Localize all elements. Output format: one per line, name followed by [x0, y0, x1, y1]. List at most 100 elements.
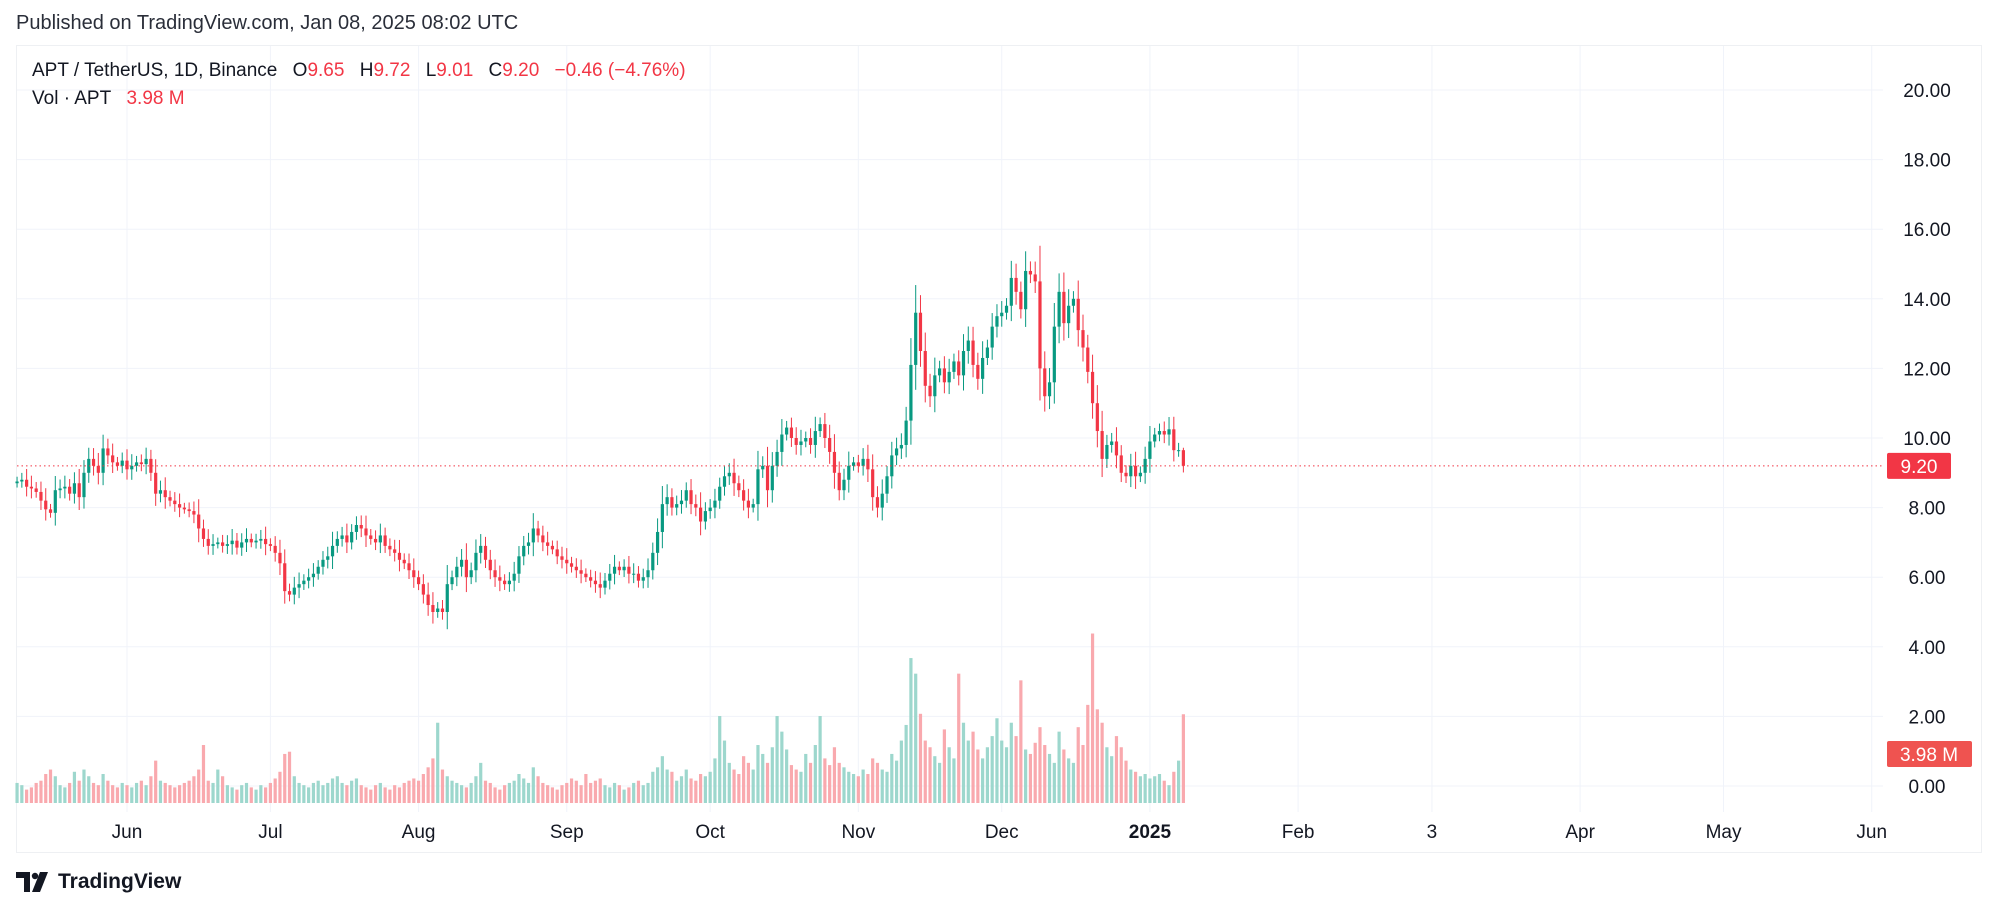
chart-frame[interactable] — [16, 45, 1982, 853]
volume-bar — [340, 782, 344, 803]
volume-bar — [416, 780, 421, 803]
volume-bar — [115, 787, 120, 803]
volume-bar — [1086, 704, 1090, 803]
volume-bar — [689, 778, 693, 803]
low-label: L — [425, 60, 437, 81]
volume-bar — [393, 785, 397, 803]
candle-body — [72, 483, 77, 494]
volume-bar — [1157, 774, 1162, 803]
volume-bar — [144, 785, 148, 803]
volume-bar — [359, 785, 363, 803]
symbol-title[interactable]: APT / TetherUS, 1D, Binance — [32, 60, 278, 81]
candle-body — [904, 420, 908, 445]
candle-body — [278, 552, 282, 564]
volume-bar — [981, 758, 985, 803]
volume-bar — [72, 771, 77, 803]
volume-bar — [493, 787, 497, 803]
candle-body — [330, 545, 335, 557]
candle-body — [412, 570, 416, 578]
candle-body — [1057, 291, 1061, 327]
candle-body — [168, 497, 172, 501]
candle-body — [660, 504, 664, 532]
volume-bar — [503, 785, 507, 803]
candle-body — [15, 481, 19, 484]
candle-body — [53, 490, 57, 513]
candle-body — [1062, 291, 1066, 324]
x-tick-label: Jun — [112, 822, 143, 843]
volume-bar — [756, 745, 760, 803]
candle-body — [1143, 458, 1147, 473]
candle-body — [416, 577, 421, 585]
volume-bar — [111, 785, 115, 803]
volume-bar — [813, 745, 817, 803]
candle-body — [1105, 444, 1109, 459]
candle-body — [431, 605, 435, 612]
candle-body — [373, 538, 378, 543]
volume-bar — [856, 776, 860, 803]
candle-body — [120, 460, 124, 466]
volume-bar — [1105, 747, 1109, 803]
volume-bar — [1129, 769, 1133, 803]
volume-bar — [703, 776, 707, 803]
candle-body — [1172, 429, 1176, 451]
volume-bar — [397, 787, 402, 803]
candle-body — [598, 584, 602, 588]
volume-bar — [268, 782, 272, 803]
candle-body — [957, 361, 961, 376]
volume-bar — [1067, 758, 1071, 803]
candle-body — [990, 326, 994, 348]
candle-body — [655, 531, 660, 553]
volume-bar — [330, 778, 335, 803]
candle-body — [507, 580, 511, 585]
candle-body — [918, 312, 923, 351]
volume-bar — [861, 769, 865, 803]
volume-bar — [574, 780, 578, 803]
volume-bar — [1024, 749, 1028, 803]
candle-body — [541, 535, 545, 543]
volume-bar — [541, 782, 545, 803]
volume-bar — [15, 782, 19, 803]
candle-body — [1076, 298, 1080, 331]
candle-body — [1000, 312, 1004, 317]
x-tick-label: Jun — [1856, 822, 1887, 843]
volume-bar — [507, 782, 511, 803]
close-value: 9.20 — [502, 60, 540, 81]
volume-bar — [933, 756, 937, 803]
candle-body — [187, 509, 191, 512]
volume-bar — [273, 778, 277, 803]
candle-body — [1004, 305, 1009, 313]
volume-bar — [885, 771, 889, 803]
footer-brand[interactable]: TradingView — [16, 870, 181, 894]
y-tick-label: 0.00 — [1909, 777, 1946, 798]
volume-bar — [589, 782, 593, 803]
candle-body — [1043, 368, 1047, 397]
candle-body — [670, 497, 674, 508]
candle-body — [1038, 281, 1042, 369]
volume-bar — [899, 740, 903, 803]
candle-body — [569, 563, 574, 567]
candle-body — [612, 566, 617, 574]
candle-body — [560, 556, 564, 560]
volume-bar — [58, 785, 62, 803]
candle-body — [589, 577, 593, 581]
volume-bar — [866, 774, 870, 803]
volume-bar — [651, 771, 655, 803]
candle-body — [479, 545, 483, 553]
candle-body — [211, 544, 215, 546]
volume-bar — [421, 774, 425, 803]
volume-bar — [722, 740, 727, 803]
volume-bar — [431, 758, 435, 803]
candle-body — [847, 465, 851, 480]
volume-label[interactable]: Vol · APT — [32, 88, 112, 109]
volume-bar — [402, 782, 406, 803]
candle-body — [565, 559, 569, 564]
candle-body — [708, 507, 712, 512]
volume-bar — [938, 762, 942, 803]
volume-bar — [173, 787, 177, 803]
candle-body — [861, 458, 865, 466]
volume-bar — [904, 724, 908, 803]
candle-body — [397, 552, 402, 560]
candle-body — [77, 483, 81, 498]
volume-bar — [25, 789, 29, 803]
